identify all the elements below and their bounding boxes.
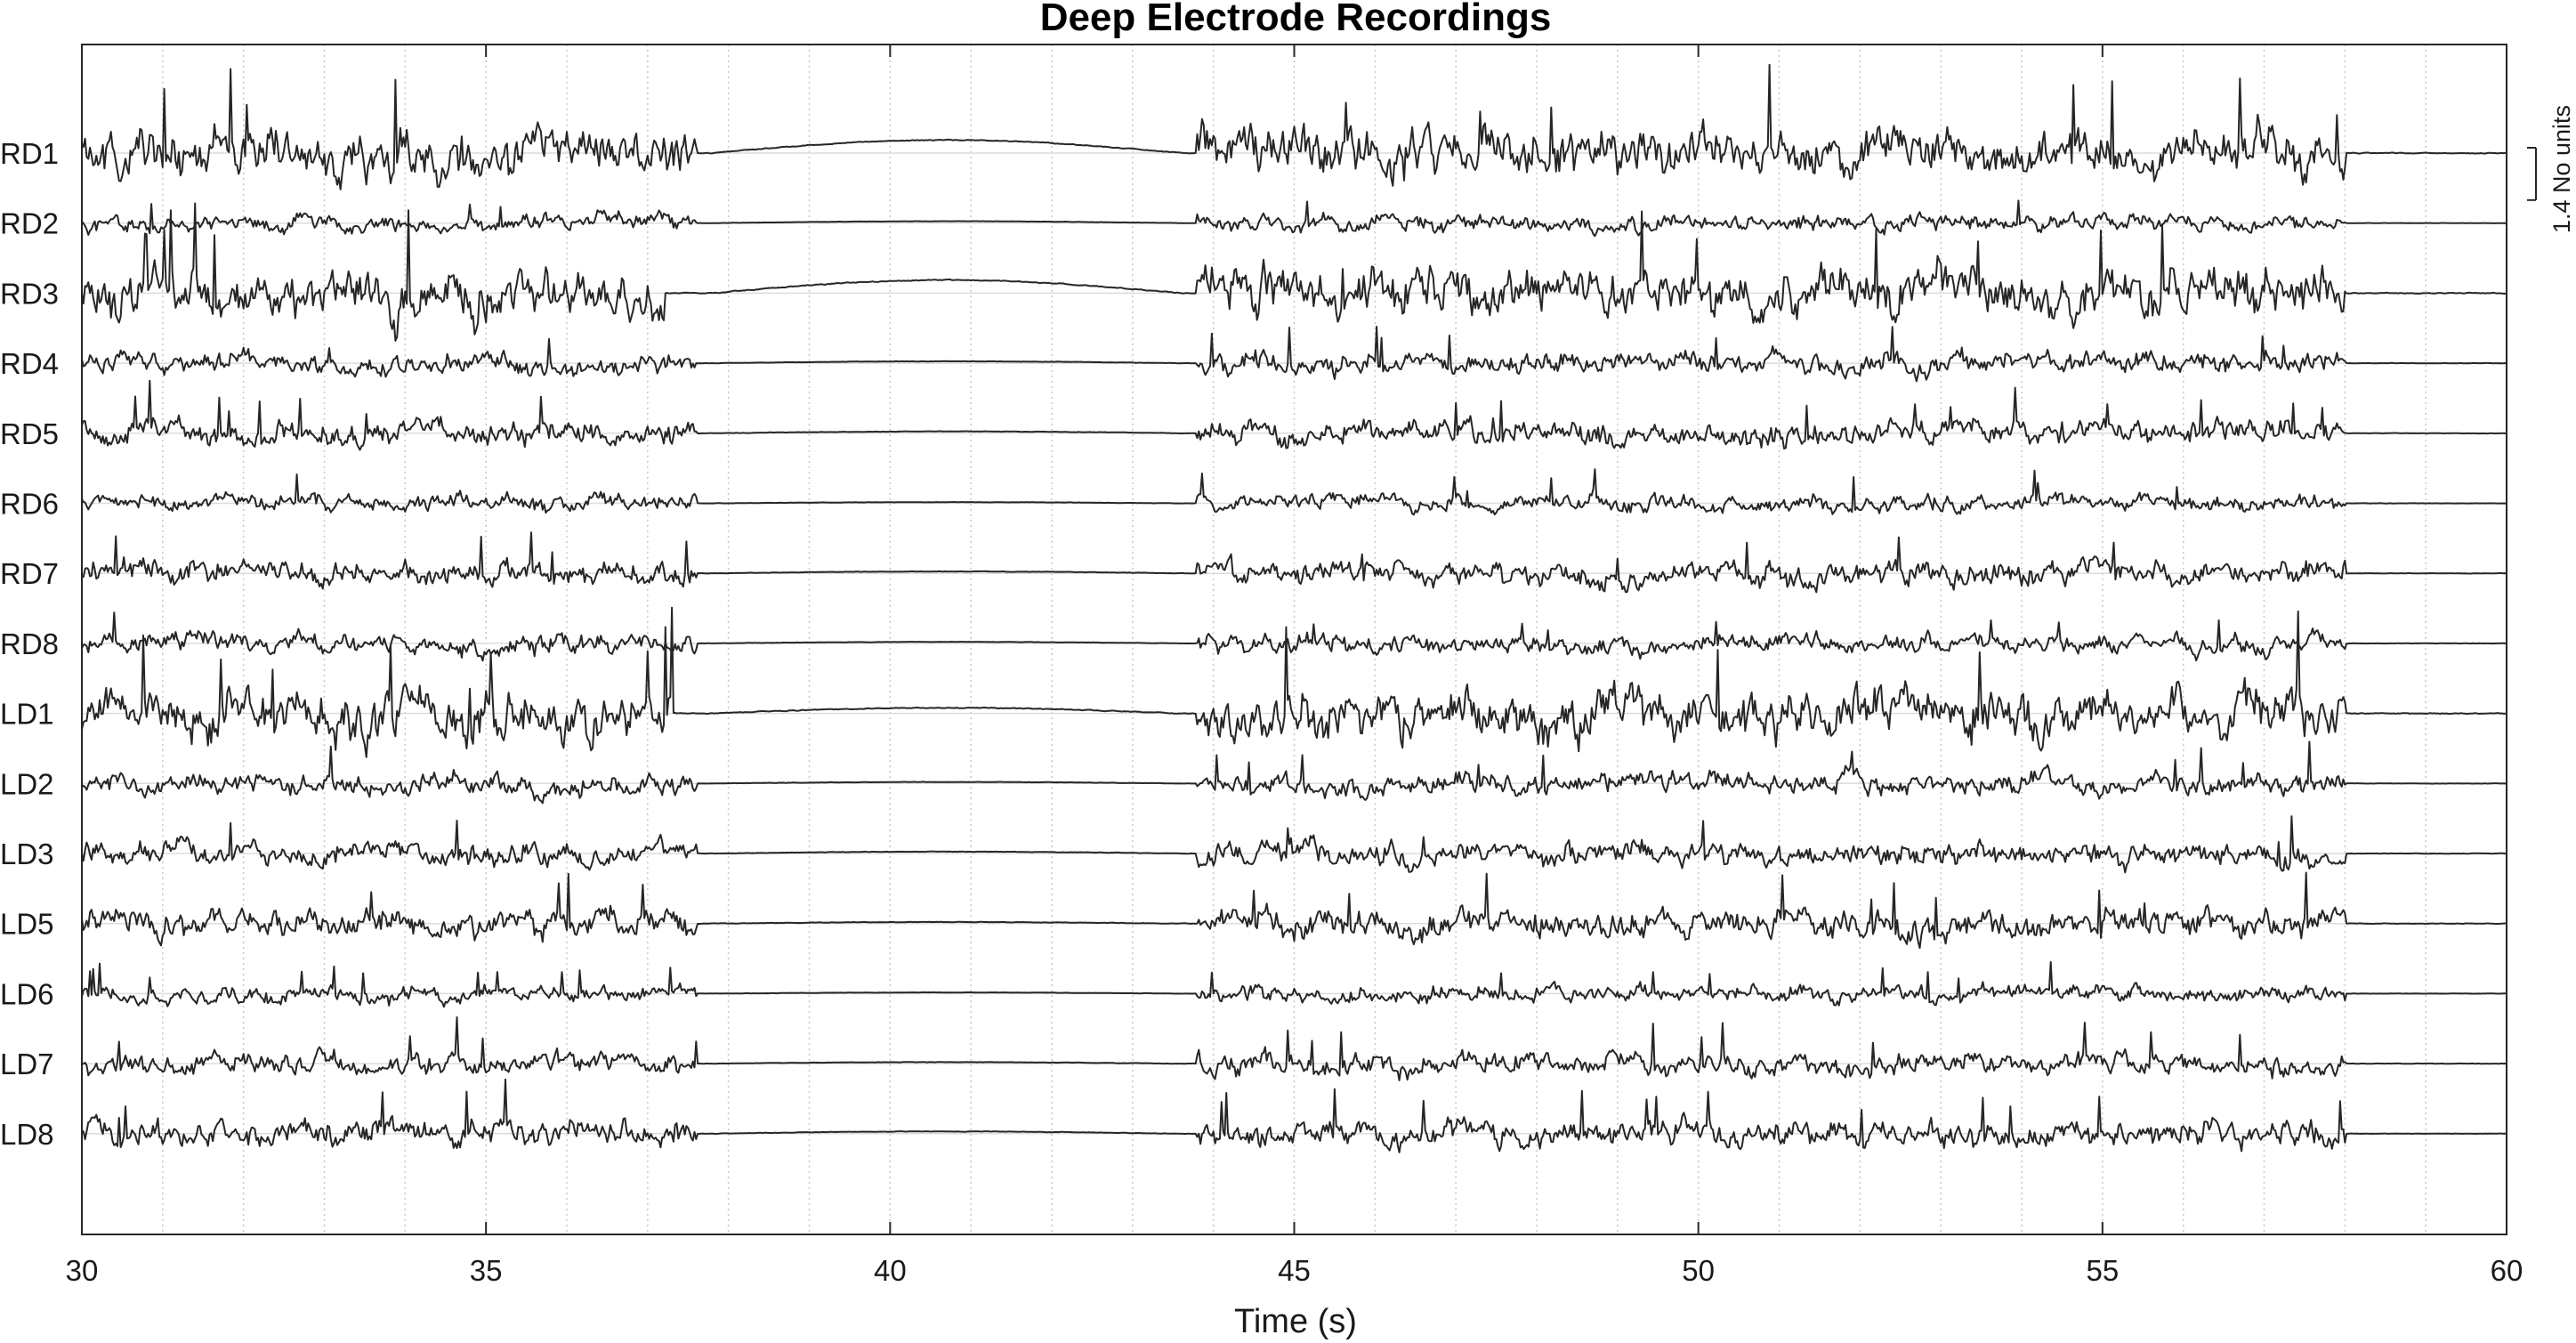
x-tick-label: 30: [66, 1254, 99, 1287]
scale-bar-label: 1.4 No units: [2548, 105, 2575, 233]
trace-ld2: [81, 740, 2507, 805]
channel-label: LD6: [0, 977, 54, 1010]
trace-rd1: [81, 63, 2507, 190]
channel-label: LD8: [0, 1118, 54, 1151]
x-tick-label: 35: [470, 1254, 503, 1287]
x-tick-label: 50: [1682, 1254, 1715, 1287]
trace-ld5: [81, 871, 2507, 950]
x-tick-label: 40: [874, 1254, 907, 1287]
trace-rd3: [81, 202, 2507, 342]
chart-title: Deep Electrode Recordings: [1040, 0, 1552, 39]
channel-label: LD2: [0, 767, 54, 800]
x-axis-ticks: 30 35 40 45 50 55 60: [66, 44, 2524, 1287]
trace-rd5: [81, 379, 2507, 451]
channel-label: LD5: [0, 908, 54, 941]
trace-group: [81, 63, 2507, 1153]
trace-ld3: [81, 815, 2507, 874]
trace-rd6: [81, 468, 2507, 516]
channel-labels: RD1 RD2 RD3 RD4 RD5 RD6 RD7 RD8 LD1 LD2 LD3 LD5 LD6 L…: [0, 137, 59, 1151]
channel-label: RD5: [0, 417, 59, 450]
x-tick-label: 55: [2086, 1254, 2119, 1287]
channel-label: LD1: [0, 698, 54, 731]
trace-ld7: [81, 1016, 2507, 1081]
trace-ld1: [81, 606, 2507, 758]
x-tick-label: 60: [2491, 1254, 2524, 1287]
channel-label: RD6: [0, 488, 59, 521]
channel-label: RD3: [0, 277, 59, 310]
channel-label: RD7: [0, 557, 59, 590]
x-axis-label: Time (s): [1234, 1303, 1357, 1340]
scale-bar: 1.4 No units: [2527, 105, 2575, 233]
x-tick-label: 45: [1278, 1254, 1311, 1287]
channel-label: RD8: [0, 627, 59, 660]
channel-label: RD2: [0, 207, 59, 240]
trace-rd2: [81, 199, 2507, 238]
trace-rd7: [81, 531, 2507, 594]
channel-label: RD4: [0, 347, 59, 380]
trace-rd4: [81, 326, 2507, 383]
trace-ld8: [81, 1078, 2507, 1153]
trace-rd8: [81, 611, 2507, 662]
channel-label: LD3: [0, 837, 54, 870]
channel-label: LD7: [0, 1048, 54, 1080]
trace-ld6: [81, 960, 2507, 1008]
channel-label: RD1: [0, 137, 59, 170]
